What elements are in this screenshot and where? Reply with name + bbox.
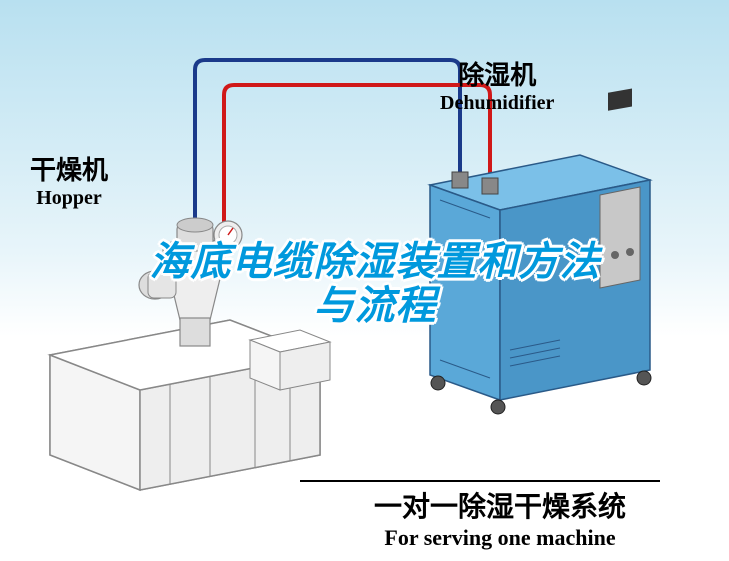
dehumidifier-label-en: Dehumidifier [440,92,554,115]
hopper-label-cn: 干燥机 [30,150,108,187]
caption-en: For serving one machine [330,525,670,551]
hopper-label: 干燥机 Hopper [30,150,108,210]
caption-cn: 一对一除湿干燥系统 [330,485,670,525]
dehumidifier-label: 除湿机 Dehumidifier [440,55,554,115]
title-overlay: 海底电缆除湿装置和方法 与流程 [115,240,635,328]
dehumidifier-label-cn: 除湿机 [440,55,554,92]
title-line1: 海底电缆除湿装置和方法 [115,240,635,284]
caption-rule [300,480,660,482]
hopper-label-en: Hopper [30,187,108,210]
caption-label: 一对一除湿干燥系统 For serving one machine [330,485,670,551]
title-line2: 与流程 [115,284,635,328]
